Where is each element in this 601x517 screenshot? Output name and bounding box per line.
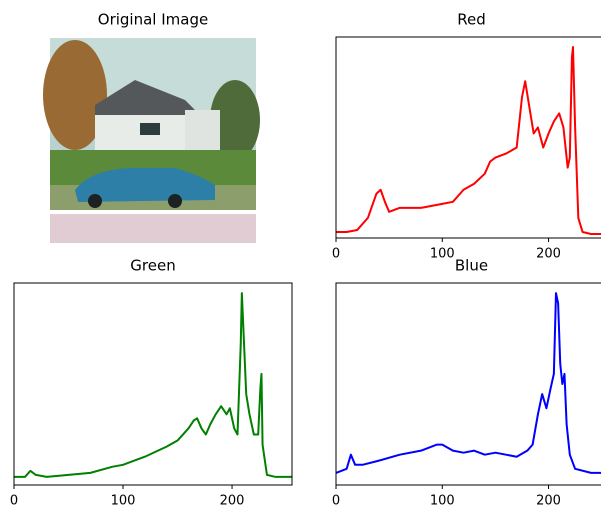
panel-title: Green [130,257,175,275]
panel-title: Original Image [98,11,208,29]
axes-frame [335,36,601,239]
x-tick-label: 0 [10,494,18,509]
histogram-line [14,292,292,478]
panel-title: Red [457,11,486,29]
histogram-line [336,46,601,235]
x-tick-label: 0 [332,494,340,509]
axes-frame [13,282,293,486]
x-tick-label: 100 [430,494,455,509]
original-image [43,38,260,243]
axes-frame [335,282,601,486]
panel-title: Blue [455,257,488,275]
x-tick-label: 100 [111,494,136,509]
x-tick-label: 200 [536,494,561,509]
histogram-line [335,292,601,474]
x-tick-label: 200 [536,247,561,262]
x-tick-label: 200 [220,494,245,509]
x-tick-label: 100 [430,247,455,262]
x-tick-label: 0 [332,247,340,262]
